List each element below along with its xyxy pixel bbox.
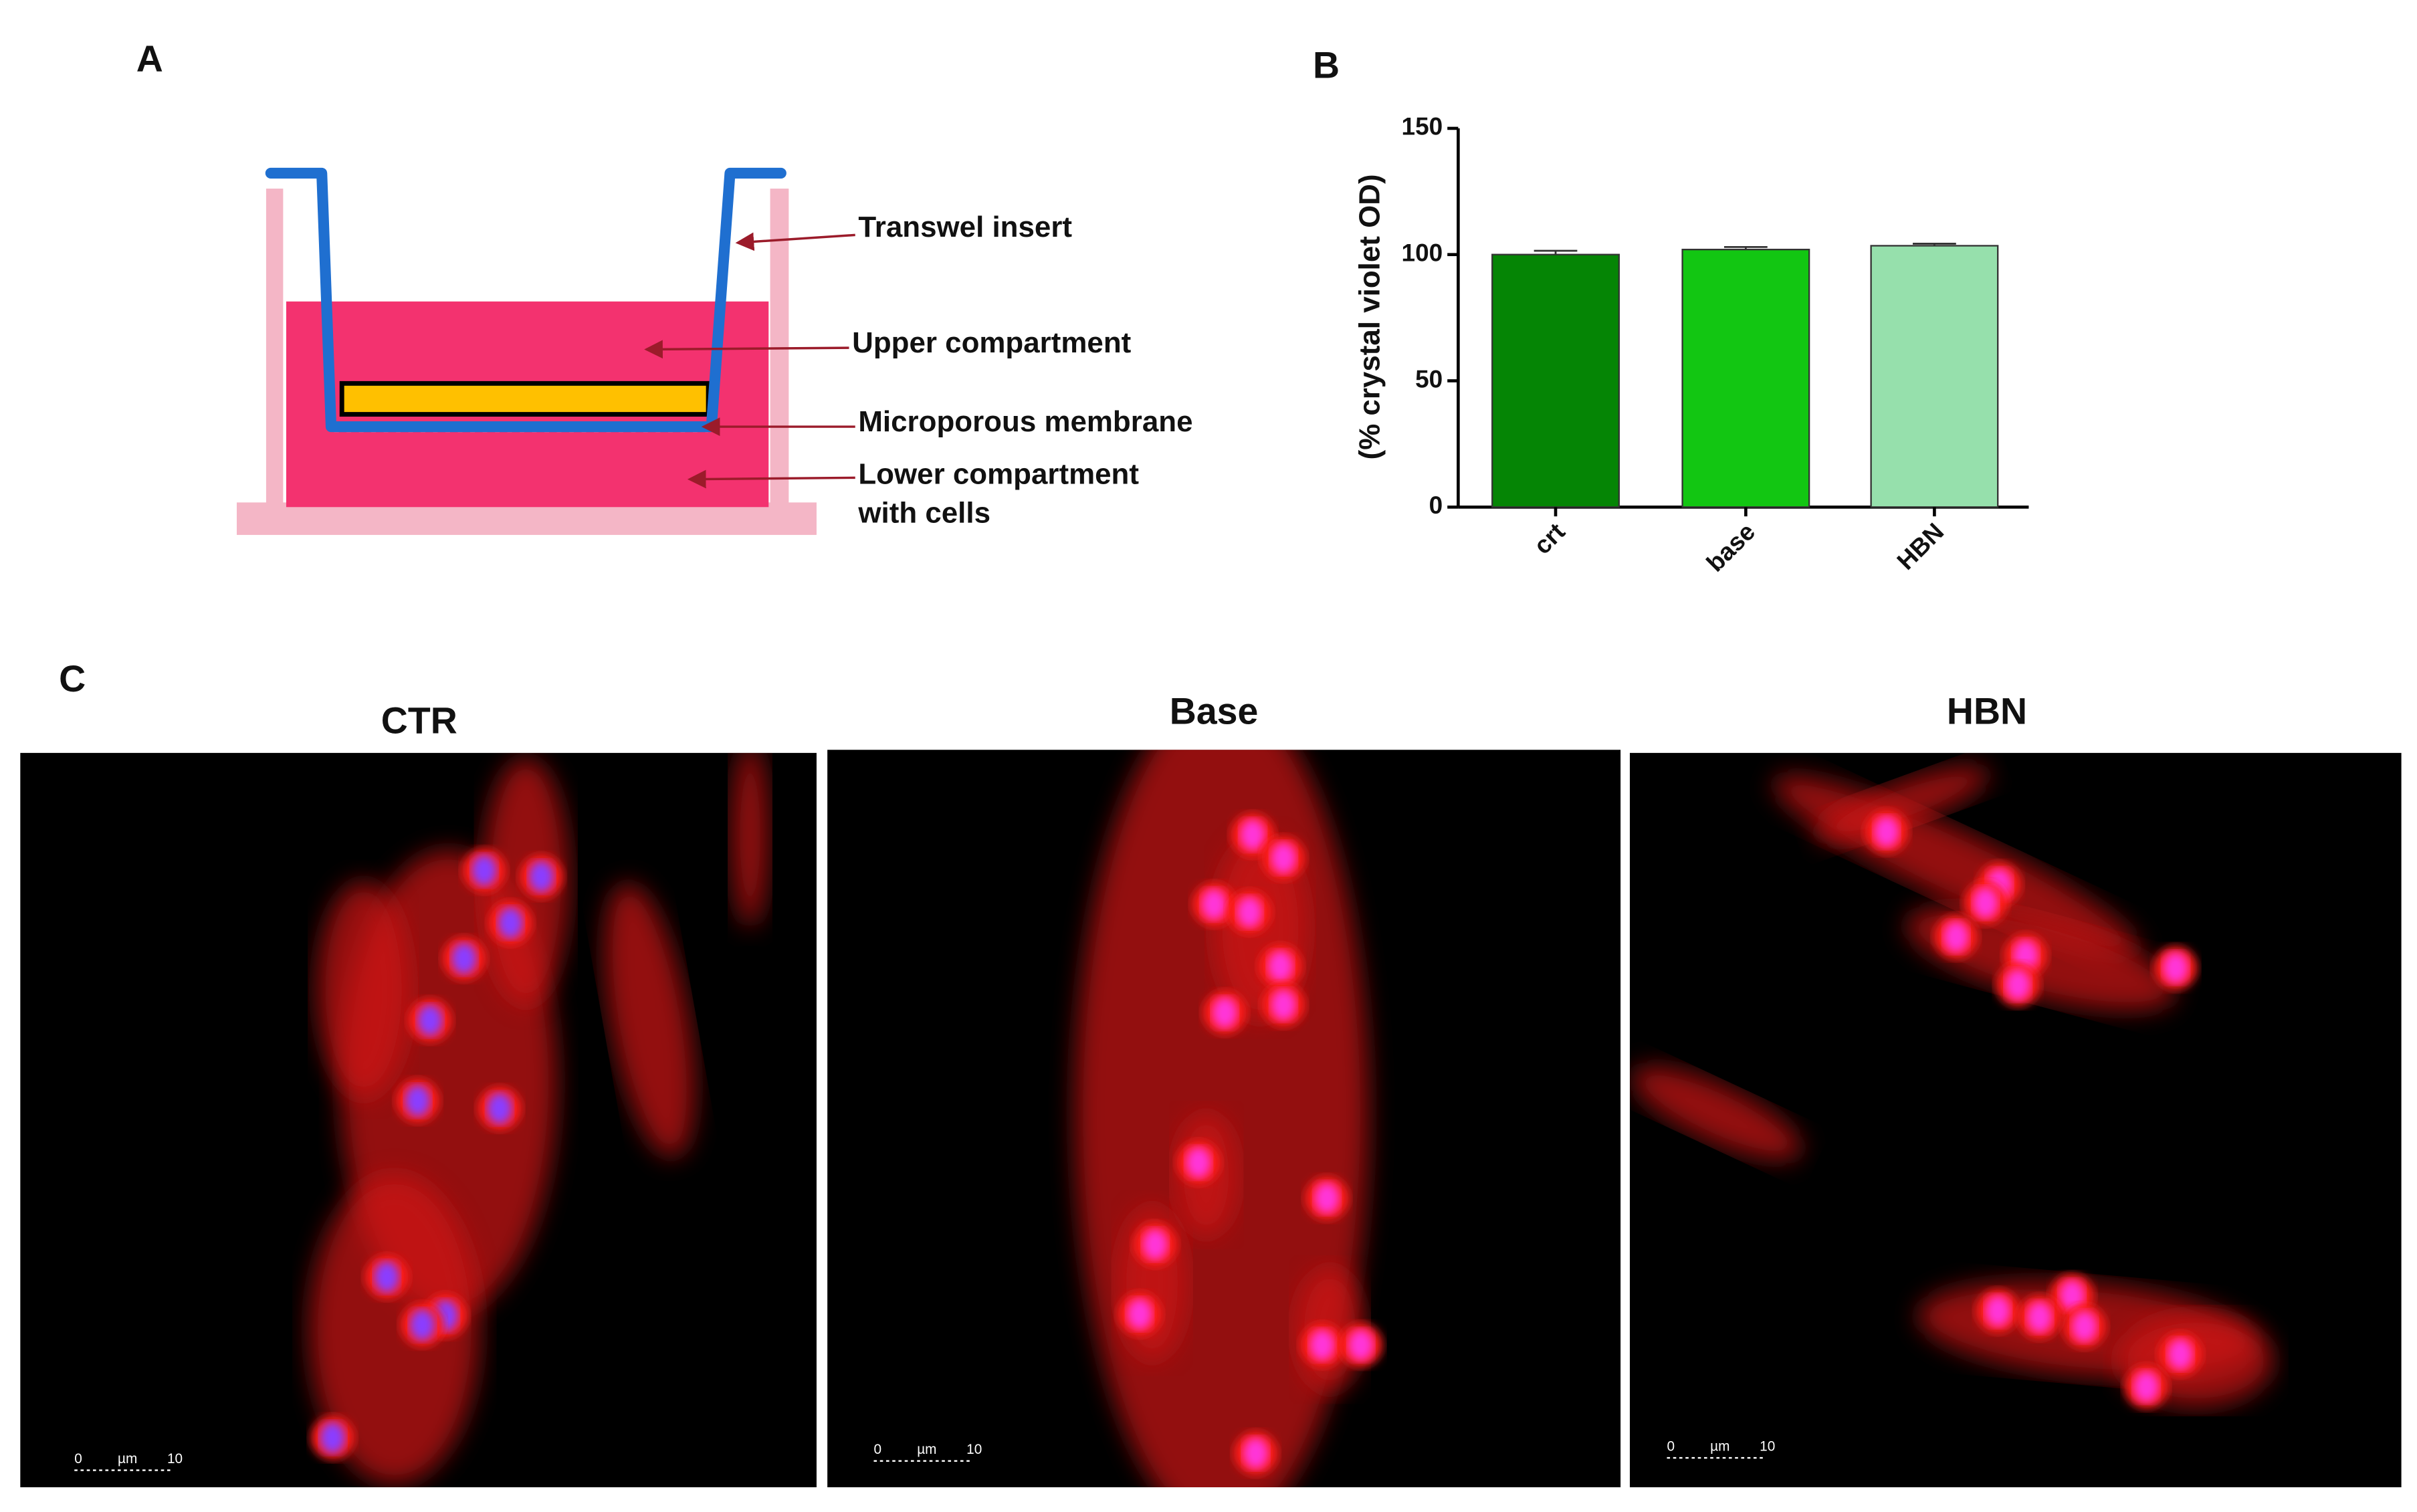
nucleus <box>1271 842 1296 874</box>
scale-label: 0 <box>74 1451 82 1467</box>
nucleus <box>1212 997 1237 1029</box>
cells <box>1631 766 2273 1409</box>
well-base <box>236 502 817 535</box>
nucleus <box>1271 989 1296 1020</box>
nucleus <box>487 1093 512 1124</box>
nucleus <box>320 1422 345 1454</box>
scale-label: µm <box>917 1442 936 1457</box>
scale-label: µm <box>1710 1438 1729 1454</box>
nucleus <box>2168 1339 2193 1370</box>
y-tick-label: 50 <box>1415 365 1443 393</box>
y-tick-label: 100 <box>1402 239 1443 266</box>
nucleus <box>1240 819 1265 851</box>
cell-body <box>317 881 410 1098</box>
x-tick-label: base <box>1701 518 1761 577</box>
cell-body <box>1631 1066 1802 1160</box>
nucleus <box>2059 1280 2085 1311</box>
nucleus <box>1237 896 1262 928</box>
bar <box>1681 248 1810 508</box>
nucleus <box>1142 1228 1168 1261</box>
nucleus <box>1874 816 1899 847</box>
nucleus <box>1186 1147 1211 1178</box>
diagram-label: Upper compartment <box>852 326 1132 359</box>
cells <box>309 752 769 1485</box>
nucleus <box>1268 950 1293 982</box>
panel-label: A <box>136 38 163 80</box>
nucleus <box>451 943 477 974</box>
nucleus <box>1314 1182 1340 1214</box>
nucleus <box>2163 952 2188 984</box>
diagram-label: with cells <box>857 496 990 529</box>
y-axis-title: (% crystal violet OD) <box>1354 174 1386 459</box>
cell-body <box>731 752 769 928</box>
error-bar <box>1913 243 1956 246</box>
arrow <box>687 469 855 489</box>
nucleus <box>2072 1311 2097 1342</box>
scale-label: µm <box>118 1451 137 1467</box>
micrograph-title: Base <box>1170 691 1259 732</box>
bar <box>1870 245 1999 508</box>
diagram-label: Lower compartment <box>858 458 1139 491</box>
nucleus <box>1973 887 1998 919</box>
panel-label: B <box>1313 44 1340 86</box>
diagram-label: Transwel insert <box>858 211 1072 243</box>
insert <box>265 167 786 433</box>
cell-body <box>309 1175 480 1485</box>
nucleus <box>2133 1371 2159 1402</box>
error-bar <box>1534 249 1578 255</box>
scale-label: 10 <box>1760 1438 1775 1454</box>
well-wall <box>266 189 284 510</box>
x-tick-label: crt <box>1528 518 1570 559</box>
diagram-label: Microporous membrane <box>858 405 1192 438</box>
nucleus <box>528 861 554 892</box>
nucleus <box>471 855 497 886</box>
bar <box>1491 253 1620 508</box>
nucleus <box>1243 1438 1269 1469</box>
nucleus <box>409 1309 435 1341</box>
scale-label: 10 <box>167 1451 183 1467</box>
arrow <box>644 340 849 359</box>
nucleus <box>498 907 523 939</box>
scale-label: 0 <box>1667 1438 1675 1454</box>
x-tick-label: HBN <box>1892 518 1950 575</box>
nucleus <box>2005 969 2030 1000</box>
y-tick-label: 150 <box>1402 113 1443 140</box>
nucleus <box>405 1085 430 1117</box>
scale-label: 10 <box>966 1442 982 1457</box>
panel-label: C <box>59 658 86 699</box>
scale-label: 0 <box>873 1442 881 1457</box>
nucleus <box>1309 1329 1335 1361</box>
arrow <box>735 232 855 251</box>
nucleus <box>2013 940 2038 971</box>
scale-bars: 0 µm 10 0 µm 10 0 µm 10 <box>74 1438 1775 1471</box>
nucleus <box>1127 1298 1152 1330</box>
nucleus <box>1943 921 1969 953</box>
cell-body <box>604 883 695 1158</box>
nucleus <box>1201 889 1227 920</box>
cells <box>1075 750 1383 1488</box>
transwell-diagram: Transwel insert Upper compartment Microp… <box>236 167 1193 535</box>
nucleus <box>1348 1329 1374 1361</box>
nucleus <box>2027 1301 2053 1333</box>
micrograph-title: HBN <box>1947 691 2027 732</box>
cell-body <box>1814 766 1990 842</box>
nucleus <box>374 1261 399 1293</box>
error-bar <box>1724 245 1768 250</box>
micrograph-title: CTR <box>381 700 457 742</box>
bar-chart: (% crystal violet OD) 0 50 100 150 crt base HB… <box>1354 113 2029 577</box>
nucleus <box>417 1004 443 1036</box>
nucleus <box>1985 1295 2010 1327</box>
y-tick-label: 0 <box>1429 492 1443 519</box>
cell-layer <box>339 381 711 417</box>
